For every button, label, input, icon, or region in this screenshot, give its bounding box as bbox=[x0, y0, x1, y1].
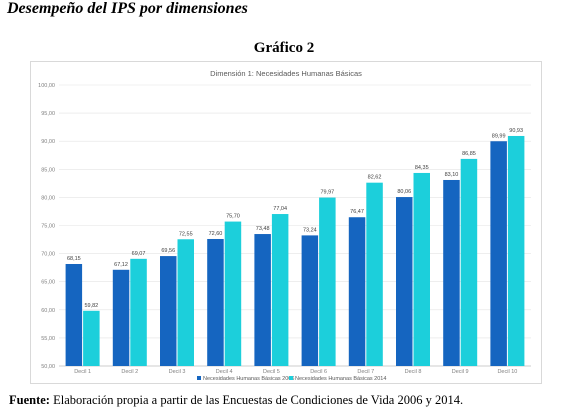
bar-2014 bbox=[177, 239, 194, 366]
legend-swatch bbox=[289, 376, 293, 380]
source-text: Elaboración propia a partir de las Encue… bbox=[49, 393, 464, 407]
bar-2006 bbox=[254, 234, 271, 366]
data-label: 69,07 bbox=[132, 251, 146, 257]
bar-2014 bbox=[507, 135, 525, 366]
y-tick-label: 60,00 bbox=[41, 308, 55, 314]
bar-chart: Dimensión 1: Necesidades Humanas Básicas… bbox=[38, 69, 531, 382]
data-label: 59,82 bbox=[84, 303, 98, 309]
bar-2006 bbox=[301, 235, 319, 366]
bar-2014 bbox=[366, 182, 383, 366]
x-tick-label: Decil 6 bbox=[310, 369, 327, 375]
data-label: 80,06 bbox=[397, 189, 411, 195]
x-tick-label: Decil 10 bbox=[497, 369, 517, 375]
bar-2006 bbox=[396, 197, 413, 366]
source-label: Fuente: bbox=[9, 393, 50, 407]
data-label: 67,12 bbox=[114, 262, 128, 268]
data-label: 89,99 bbox=[492, 133, 506, 139]
data-label: 73,48 bbox=[256, 226, 270, 232]
y-tick-label: 100,00 bbox=[38, 83, 55, 89]
data-label: 84,35 bbox=[415, 165, 429, 171]
bar-2006 bbox=[348, 217, 366, 366]
legend-swatch bbox=[197, 376, 201, 380]
y-tick-label: 70,00 bbox=[41, 252, 55, 258]
x-tick-label: Decil 9 bbox=[452, 369, 469, 375]
chart-title: Dimensión 1: Necesidades Humanas Básicas bbox=[210, 69, 362, 78]
x-tick-label: Decil 1 bbox=[74, 369, 91, 375]
x-tick-label: Decil 3 bbox=[169, 369, 186, 375]
graph-label: Gráfico 2 bbox=[253, 40, 315, 56]
data-label: 76,47 bbox=[350, 209, 364, 215]
legend-label: Necesidades Humanas Básicas 2014 bbox=[295, 376, 386, 382]
bar-2014 bbox=[413, 172, 430, 366]
y-tick-label: 80,00 bbox=[41, 195, 55, 201]
y-tick-label: 90,00 bbox=[41, 139, 55, 145]
x-tick-label: Decil 2 bbox=[121, 369, 138, 375]
data-label: 73,24 bbox=[303, 227, 317, 233]
data-label: 79,97 bbox=[320, 190, 334, 196]
y-tick-label: 55,00 bbox=[41, 336, 55, 342]
data-label: 82,62 bbox=[368, 175, 382, 181]
data-label: 83,10 bbox=[445, 172, 459, 178]
bar-2006 bbox=[443, 179, 460, 366]
bar-2006 bbox=[112, 269, 130, 366]
y-tick-label: 85,00 bbox=[41, 167, 55, 173]
bar-2014 bbox=[271, 214, 289, 366]
x-tick-label: Decil 4 bbox=[216, 369, 233, 375]
data-label: 68,15 bbox=[67, 256, 81, 262]
bar-2014 bbox=[224, 221, 242, 366]
y-tick-label: 65,00 bbox=[41, 280, 55, 286]
data-label: 75,70 bbox=[226, 214, 240, 220]
bar-2006 bbox=[160, 256, 177, 366]
x-tick-label: Decil 8 bbox=[405, 369, 422, 375]
bar-2014 bbox=[130, 258, 147, 366]
bar-2014 bbox=[319, 197, 336, 366]
data-label: 90,93 bbox=[509, 128, 523, 134]
bar-2006 bbox=[490, 141, 507, 366]
data-label: 69,56 bbox=[161, 248, 175, 254]
data-label: 86,85 bbox=[462, 151, 476, 157]
bar-2006 bbox=[65, 263, 83, 366]
x-tick-label: Decil 7 bbox=[357, 369, 374, 375]
y-tick-label: 50,00 bbox=[41, 364, 55, 370]
source-note: Fuente: Elaboración propia a partir de l… bbox=[9, 393, 463, 408]
legend-label: Necesidades Humanas Básicas 2006 bbox=[203, 376, 294, 382]
data-label: 72,60 bbox=[209, 231, 223, 237]
chart-frame: Dimensión 1: Necesidades Humanas Básicas… bbox=[30, 61, 542, 384]
y-tick-label: 75,00 bbox=[41, 224, 55, 230]
document-heading: Desempeño del IPS por dimensiones bbox=[7, 0, 248, 17]
y-tick-label: 95,00 bbox=[41, 111, 55, 117]
data-label: 72,55 bbox=[179, 231, 193, 237]
data-label: 77,04 bbox=[273, 206, 287, 212]
x-tick-label: Decil 5 bbox=[263, 369, 280, 375]
bar-2014 bbox=[460, 158, 478, 366]
bar-2006 bbox=[207, 238, 224, 366]
bar-2014 bbox=[83, 310, 100, 366]
